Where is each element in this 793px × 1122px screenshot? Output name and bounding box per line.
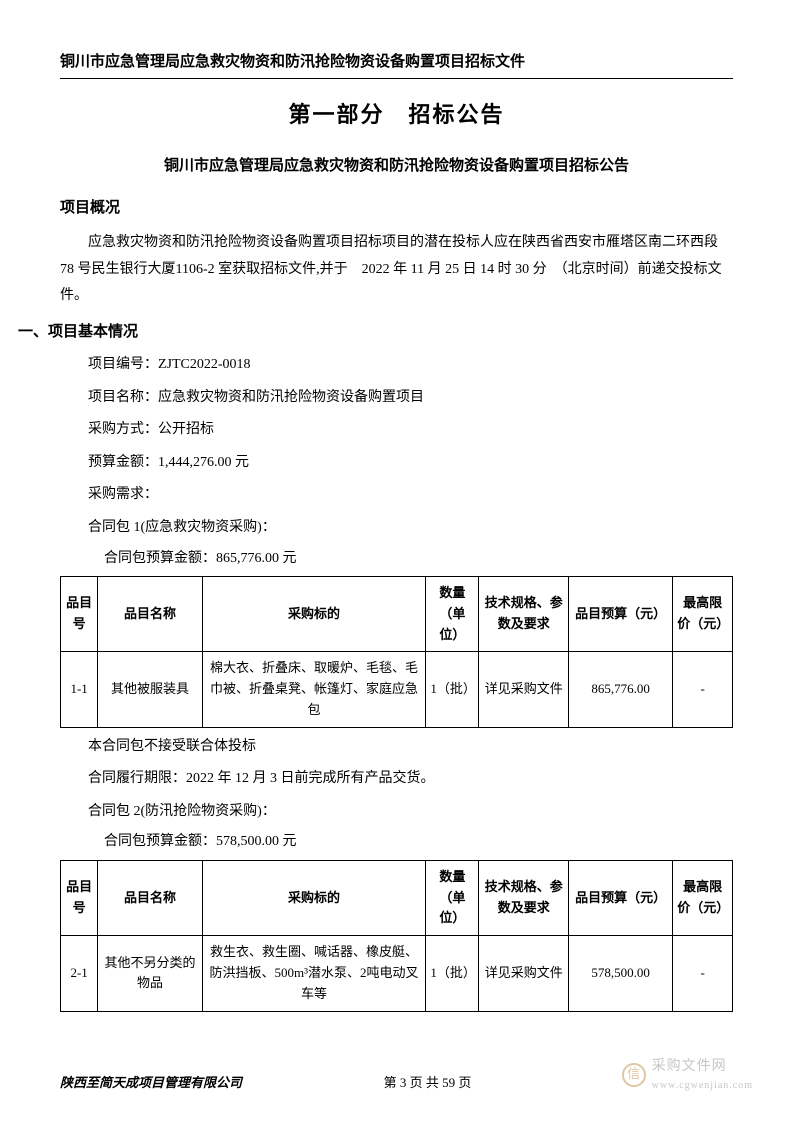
th-qty: 数量（单位） [426, 576, 479, 651]
pkg1-note2: 合同履行期限：2022 年 12 月 3 日前完成所有产品交货。 [88, 766, 733, 793]
demand-label: 采购需求： [88, 487, 158, 502]
part-title: 第一部分 招标公告 [60, 97, 733, 132]
project-name: 应急救灾物资和防汛抢险物资设备购置项目 [158, 390, 424, 405]
project-name-label: 项目名称： [88, 390, 158, 405]
cell-max: - [673, 652, 733, 727]
th-max: 最高限价（元） [673, 860, 733, 935]
demand-line: 采购需求： [88, 482, 733, 509]
th-budget: 品目预算（元） [568, 576, 672, 651]
document-header: 铜川市应急管理局应急救灾物资和防汛抢险物资设备购置项目招标文件 [60, 50, 733, 74]
th-item-name: 品目名称 [98, 860, 202, 935]
th-qty: 数量（单位） [426, 860, 479, 935]
pkg1-label: 合同包 1(应急救灾物资采购)： [88, 520, 276, 535]
budget-value: 1,444,276.00 元 [158, 455, 249, 470]
th-item-no: 品目号 [61, 576, 98, 651]
th-max: 最高限价（元） [673, 576, 733, 651]
project-no-line: 项目编号：ZJTC2022-0018 [88, 352, 733, 379]
footer-company: 陕西至简天成项目管理有限公司 [60, 1073, 242, 1094]
pkg2-budget-label: 合同包预算金额： [104, 834, 216, 849]
announcement-title: 铜川市应急管理局应急救灾物资和防汛抢险物资设备购置项目招标公告 [60, 154, 733, 178]
header-underline [60, 78, 733, 79]
watermark-url: www.cgwenjian.com [652, 1078, 753, 1094]
cell-budget: 865,776.00 [568, 652, 672, 727]
cell-spec: 详见采购文件 [479, 936, 568, 1011]
method-line: 采购方式：公开招标 [88, 417, 733, 444]
table-row: 2-1 其他不另分类的物品 救生衣、救生圈、喊话器、橡皮艇、防洪挡板、500m³… [61, 936, 733, 1011]
pkg1-budget-line: 合同包预算金额：865,776.00 元 [104, 548, 733, 570]
table-header-row: 品目号 品目名称 采购标的 数量（单位） 技术规格、参数及要求 品目预算（元） … [61, 860, 733, 935]
method-value: 公开招标 [158, 422, 214, 437]
watermark-icon: 信 [622, 1063, 646, 1087]
watermark-text: 采购文件网 [652, 1056, 753, 1078]
table-pkg2: 品目号 品目名称 采购标的 数量（单位） 技术规格、参数及要求 品目预算（元） … [60, 860, 733, 1012]
overview-text: 应急救灾物资和防汛抢险物资设备购置项目招标项目的潜在投标人应在陕西省西安市雁塔区… [60, 230, 733, 310]
th-target: 采购标的 [202, 860, 426, 935]
budget-line: 预算金额：1,444,276.00 元 [88, 450, 733, 477]
pkg2-line: 合同包 2(防汛抢险物资采购)： [88, 799, 733, 826]
watermark: 信 采购文件网 www.cgwenjian.com [622, 1056, 753, 1094]
cell-item-no: 1-1 [61, 652, 98, 727]
cell-target: 救生衣、救生圈、喊话器、橡皮艇、防洪挡板、500m³潜水泵、2吨电动叉车等 [202, 936, 426, 1011]
cell-budget: 578,500.00 [568, 936, 672, 1011]
th-item-name: 品目名称 [98, 576, 202, 651]
project-no: ZJTC2022-0018 [158, 357, 251, 372]
cell-item-name: 其他被服装具 [98, 652, 202, 727]
overview-heading: 项目概况 [60, 196, 733, 220]
th-budget: 品目预算（元） [568, 860, 672, 935]
th-target: 采购标的 [202, 576, 426, 651]
cell-qty: 1（批） [426, 936, 479, 1011]
pkg1-budget-label: 合同包预算金额： [104, 551, 216, 566]
pkg1-line: 合同包 1(应急救灾物资采购)： [88, 515, 733, 542]
watermark-text-wrap: 采购文件网 www.cgwenjian.com [652, 1056, 753, 1094]
footer-page: 第 3 页 共 59 页 [242, 1073, 613, 1094]
method-label: 采购方式： [88, 422, 158, 437]
pkg2-budget-value: 578,500.00 元 [216, 834, 297, 849]
pkg1-note1: 本合同包不接受联合体投标 [88, 734, 733, 761]
project-name-line: 项目名称：应急救灾物资和防汛抢险物资设备购置项目 [88, 385, 733, 412]
table-header-row: 品目号 品目名称 采购标的 数量（单位） 技术规格、参数及要求 品目预算（元） … [61, 576, 733, 651]
cell-max: - [673, 936, 733, 1011]
section1-heading: 一、项目基本情况 [18, 320, 733, 344]
cell-target: 棉大衣、折叠床、取暖炉、毛毯、毛巾被、折叠桌凳、帐篷灯、家庭应急包 [202, 652, 426, 727]
th-spec: 技术规格、参数及要求 [479, 860, 568, 935]
cell-qty: 1（批） [426, 652, 479, 727]
pkg2-label: 合同包 2(防汛抢险物资采购)： [88, 804, 276, 819]
cell-spec: 详见采购文件 [479, 652, 568, 727]
cell-item-no: 2-1 [61, 936, 98, 1011]
th-item-no: 品目号 [61, 860, 98, 935]
pkg2-budget-line: 合同包预算金额：578,500.00 元 [104, 831, 733, 853]
budget-label: 预算金额： [88, 455, 158, 470]
th-spec: 技术规格、参数及要求 [479, 576, 568, 651]
table-row: 1-1 其他被服装具 棉大衣、折叠床、取暖炉、毛毯、毛巾被、折叠桌凳、帐篷灯、家… [61, 652, 733, 727]
cell-item-name: 其他不另分类的物品 [98, 936, 202, 1011]
project-no-label: 项目编号： [88, 357, 158, 372]
table-pkg1: 品目号 品目名称 采购标的 数量（单位） 技术规格、参数及要求 品目预算（元） … [60, 576, 733, 728]
pkg1-budget-value: 865,776.00 元 [216, 551, 297, 566]
